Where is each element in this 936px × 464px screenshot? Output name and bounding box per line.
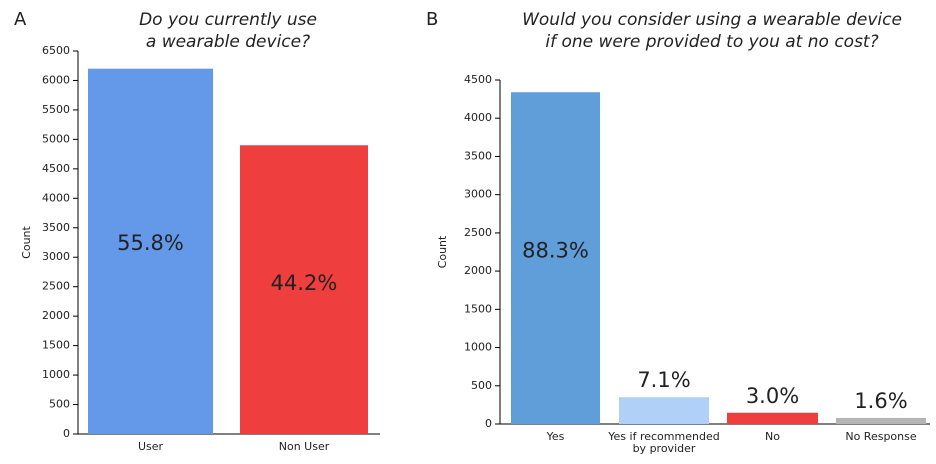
- x-tick-label: No Response: [845, 430, 917, 443]
- x-tick-label: Non User: [278, 440, 330, 453]
- y-axis-label: Count: [436, 235, 449, 268]
- y-tick-label: 4500: [42, 162, 70, 175]
- y-axis-label: Count: [20, 225, 33, 258]
- y-tick-label: 5500: [42, 103, 70, 116]
- y-tick-label: 0: [63, 427, 70, 440]
- y-tick-label: 3500: [464, 149, 492, 162]
- y-tick-label: 4000: [464, 111, 492, 124]
- chart-title: Do you currently use: [139, 10, 317, 30]
- chart-title: a wearable device?: [146, 32, 310, 52]
- y-tick-label: 3000: [42, 250, 70, 263]
- bar: [619, 397, 709, 424]
- y-tick-label: 2000: [464, 264, 492, 277]
- y-tick-label: 500: [49, 398, 70, 411]
- panel-letter: A: [14, 9, 27, 30]
- bar-label: 44.2%: [271, 271, 338, 295]
- x-tick-label: Yes if recommended by provider: [608, 430, 720, 455]
- y-tick-label: 3000: [464, 188, 492, 201]
- x-tick-label: Yes: [546, 430, 565, 443]
- y-tick-label: 2500: [42, 280, 70, 293]
- y-tick-label: 5000: [42, 132, 70, 145]
- y-tick-label: 0: [485, 417, 492, 430]
- y-tick-label: 4500: [464, 73, 492, 86]
- y-tick-label: 1000: [42, 368, 70, 381]
- y-tick-label: 2500: [464, 226, 492, 239]
- x-tick-label: User: [137, 440, 164, 453]
- y-tick-label: 6000: [42, 73, 70, 86]
- bar-label: 3.0%: [746, 384, 799, 408]
- x-tick-label: No: [765, 430, 780, 443]
- y-tick-label: 500: [471, 379, 492, 392]
- y-tick-label: 3500: [42, 221, 70, 234]
- y-tick-label: 6500: [42, 44, 70, 57]
- bar-label: 55.8%: [117, 231, 184, 255]
- bar: [836, 417, 926, 424]
- y-tick-label: 2000: [42, 309, 70, 322]
- bar-label: 7.1%: [637, 368, 690, 392]
- y-tick-label: 1500: [464, 302, 492, 315]
- bar: [511, 92, 600, 424]
- bar-label: 88.3%: [522, 238, 589, 262]
- bar: [240, 145, 368, 434]
- y-tick-label: 1500: [42, 339, 70, 352]
- chart-title: Would you consider using a wearable devi…: [522, 10, 902, 30]
- bar: [88, 68, 213, 434]
- y-tick-label: 4000: [42, 191, 70, 204]
- bar: [727, 412, 818, 424]
- bar-label: 1.6%: [854, 389, 907, 413]
- y-tick-label: 1000: [464, 341, 492, 354]
- chart-title: if one were provided to you at no cost?: [545, 32, 878, 52]
- panel-letter: B: [426, 9, 438, 30]
